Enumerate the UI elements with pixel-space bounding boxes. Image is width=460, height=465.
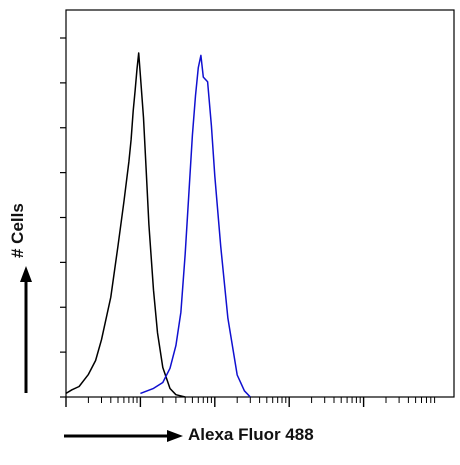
- series-line-2: [140, 54, 251, 398]
- x-arrow: [64, 430, 183, 442]
- y-axis-ticks: [60, 37, 66, 398]
- x-axis-ticks: [65, 397, 436, 407]
- x-axis-label: Alexa Fluor 488: [188, 425, 314, 444]
- y-axis-label-wrapper: # Cells: [8, 180, 38, 400]
- series-line-1: [65, 52, 186, 398]
- series-layer: [65, 52, 251, 398]
- y-arrow: [20, 266, 32, 393]
- y-axis-label: # Cells: [8, 203, 27, 258]
